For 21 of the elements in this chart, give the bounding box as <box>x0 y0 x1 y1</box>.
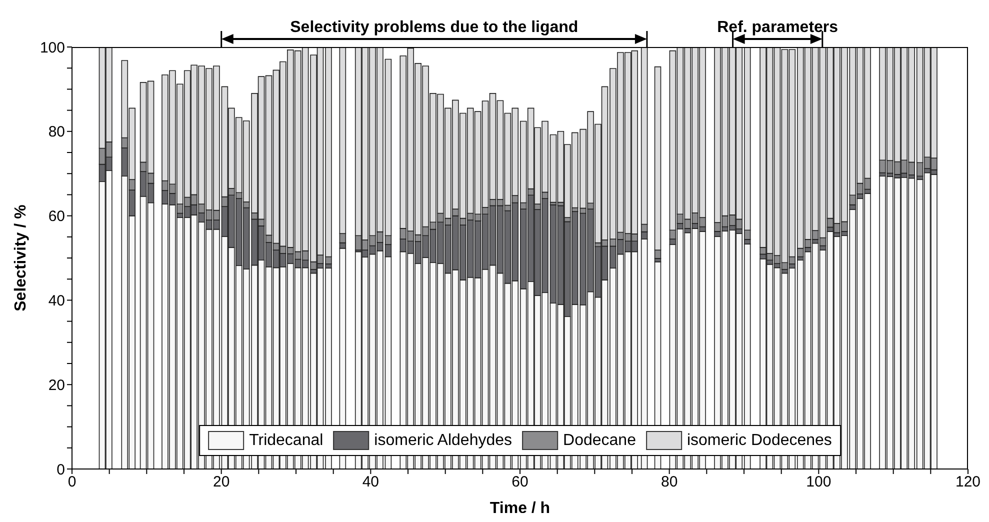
x-tick-label: 40 <box>362 474 380 491</box>
x-tick-label: 0 <box>68 474 76 491</box>
legend-label: isomeric Aldehydes <box>374 432 512 450</box>
y-tick-label: 40 <box>48 292 65 310</box>
x-tick-label: 20 <box>212 474 230 491</box>
y-tick-label: 100 <box>40 39 65 56</box>
y-tick-label: 0 <box>56 461 65 478</box>
x-tick-label: 60 <box>512 474 528 491</box>
text: Selectivity problems due to the ligand <box>290 19 578 36</box>
y-tick-label: 60 <box>48 208 65 226</box>
legend-label: isomeric Dodecenes <box>686 432 832 450</box>
x-axis-title: Time / h <box>490 500 550 517</box>
x-tick-label: 120 <box>955 474 981 491</box>
x-tick-label: 100 <box>806 474 832 491</box>
legend-label: Dodecane <box>563 432 636 450</box>
text: Ref. parameters <box>717 19 838 36</box>
y-tick-label: 20 <box>48 376 65 394</box>
y-tick-label: 80 <box>48 124 65 141</box>
x-tick-label: 80 <box>660 474 678 491</box>
series-label: Tridecanal <box>249 432 324 450</box>
y-axis-title: Selectivity / % <box>12 204 30 312</box>
